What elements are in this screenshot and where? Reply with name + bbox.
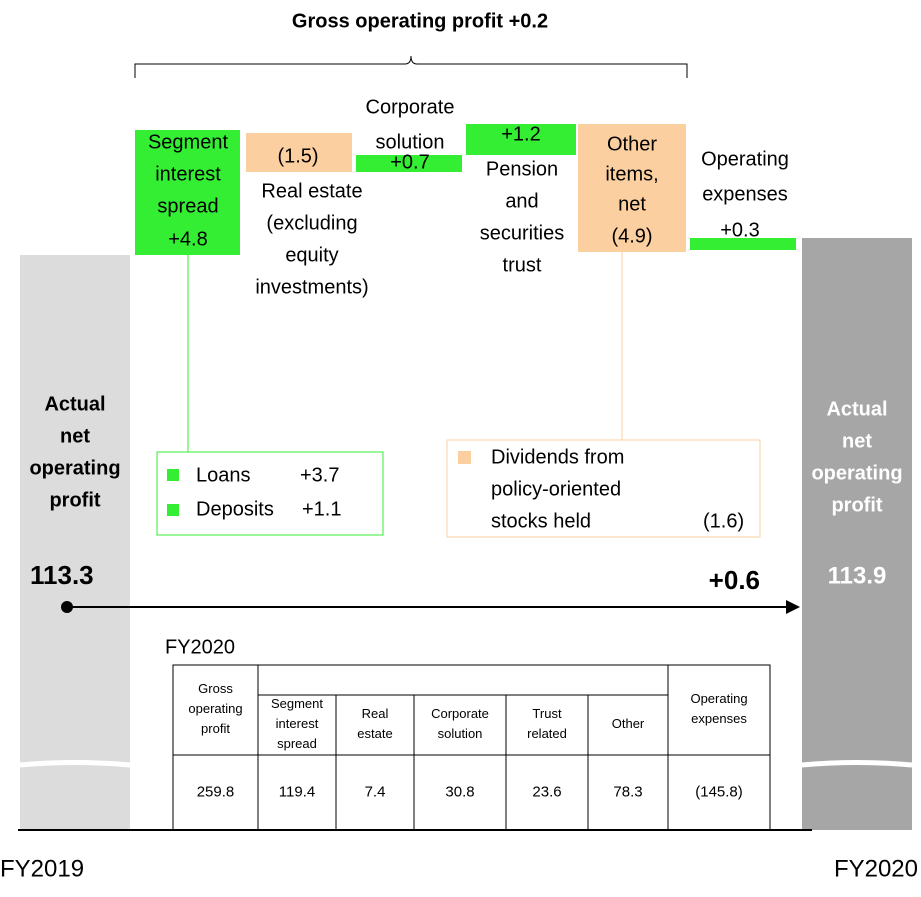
value: (4.9) [611, 225, 652, 247]
label: Corporate [366, 96, 455, 118]
label: profit [831, 494, 882, 516]
table-cell: 30.8 [445, 783, 474, 800]
table-cell: 259.8 [197, 783, 235, 800]
label: (excluding [266, 212, 357, 234]
table-caption: FY2020 [165, 636, 235, 658]
label: items, [605, 163, 658, 185]
value: +4.8 [168, 228, 207, 250]
value: +0.7 [390, 151, 429, 173]
value: +0.3 [720, 219, 759, 241]
callout-item: Deposits [196, 498, 274, 520]
callout-value: +1.1 [302, 498, 341, 520]
table-cell: 119.4 [279, 783, 315, 800]
table-cell: 23.6 [532, 783, 561, 800]
label: Real estate [261, 180, 362, 202]
table-header: Gross operating profit [188, 681, 242, 736]
labels: Actual net operating profit Actual net operati… [29, 96, 902, 516]
table-header: Operating expenses [690, 691, 747, 726]
label: Actual [826, 398, 887, 420]
label: Other [607, 133, 657, 155]
callout-item: Loans [196, 464, 251, 486]
table-header: Corporate solution [431, 706, 489, 741]
end-value: 113.9 [828, 562, 887, 589]
start-value: 113.3 [30, 560, 94, 590]
axis-break [19, 760, 913, 768]
bar [690, 238, 796, 250]
table-cell: (145.8) [695, 783, 743, 800]
label: investments) [255, 276, 368, 298]
table: Gross operating profit 259.8 Segment interest… [172, 664, 771, 831]
table-header: Trust related [527, 706, 567, 741]
bar [246, 133, 352, 172]
callout-text: Dividends from [491, 446, 624, 468]
bar [135, 130, 240, 255]
brace [134, 55, 688, 78]
swatch [167, 469, 179, 481]
start-period: FY2019 [0, 855, 84, 882]
callout-value: (1.6) [703, 510, 744, 532]
label: equity [285, 244, 338, 266]
label: Segment [148, 131, 228, 153]
table-header: Real estate [357, 706, 392, 741]
callout-value: +3.7 [300, 464, 339, 486]
label: expenses [702, 183, 788, 205]
arrow-head [786, 600, 800, 614]
label: net [618, 193, 646, 215]
label: profit [49, 489, 100, 511]
label: net [842, 430, 872, 452]
value: +1.2 [501, 123, 540, 145]
label: operating [811, 462, 902, 484]
label: and [505, 190, 538, 212]
end-period: FY2020 [834, 855, 918, 882]
swatch [167, 504, 179, 516]
label: operating [29, 457, 120, 479]
callout-box [156, 451, 384, 536]
label: Pension [486, 158, 558, 180]
label: Operating [701, 148, 789, 170]
label: securities [480, 222, 564, 244]
table-header: Other [612, 716, 645, 731]
bar [356, 155, 462, 172]
callout-box [446, 439, 761, 538]
table-frame [172, 664, 771, 831]
label: spread [157, 195, 218, 217]
callout-text: stocks held [491, 510, 591, 532]
change: +0.6 [709, 565, 760, 595]
table-header: Segment interest spread [271, 696, 323, 751]
table-cell: 7.4 [365, 783, 386, 800]
title: Gross operating profit +0.2 [292, 10, 548, 32]
label: Actual [44, 393, 105, 415]
value: (1.5) [277, 145, 318, 167]
label: solution [376, 131, 445, 153]
bar [578, 124, 686, 252]
label: net [60, 425, 90, 447]
label: interest [155, 163, 221, 185]
bar [466, 124, 576, 155]
start-bar [20, 255, 130, 830]
callout-text: policy-oriented [491, 478, 621, 500]
label: trust [503, 254, 542, 276]
end-bar [802, 238, 912, 830]
table-cell: 78.3 [613, 783, 642, 800]
swatch [458, 451, 471, 464]
